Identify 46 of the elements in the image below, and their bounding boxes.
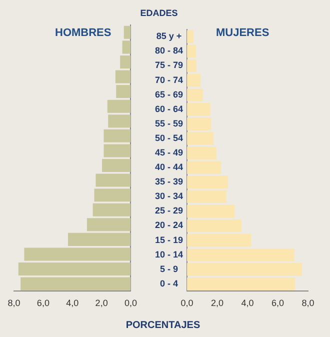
bar xyxy=(187,248,294,262)
bar xyxy=(187,59,196,72)
x-tick-label: 2,0 xyxy=(95,298,108,308)
bar xyxy=(187,234,252,247)
bar xyxy=(102,158,131,172)
bar xyxy=(187,74,201,87)
y-tick-label: 55 - 59 xyxy=(154,118,184,128)
y-tick-label: 10 - 14 xyxy=(154,249,184,260)
bar xyxy=(187,190,226,204)
bar xyxy=(187,88,203,102)
y-tick-label: 65 - 69 xyxy=(154,89,184,100)
chart-title: HOMBRES xyxy=(55,27,112,39)
x-tick-label: 6,0 xyxy=(271,298,284,308)
y-tick-label: 85 y + xyxy=(156,31,182,42)
x-tick-label: 4,0 xyxy=(66,298,79,308)
y-tick-label: 5 - 9 xyxy=(160,264,178,274)
bar xyxy=(187,44,196,58)
y-tick-label: 45 - 49 xyxy=(154,148,184,158)
x-tick-label: 0,0 xyxy=(124,298,137,308)
bar xyxy=(187,204,235,218)
x-tick-label: 8,0 xyxy=(302,298,314,308)
bar xyxy=(18,262,131,276)
y-tick-label: 30 - 34 xyxy=(154,191,184,202)
y-tick-label: 25 - 29 xyxy=(154,206,184,216)
y-tick-label: 80 - 84 xyxy=(154,46,184,56)
y-tick-label: 15 - 19 xyxy=(154,234,184,245)
x-tick-label: 2,0 xyxy=(210,298,224,308)
x-tick-label: 8,0 xyxy=(8,298,20,308)
x-tick-label: 4,0 xyxy=(241,298,254,308)
x-axis-title: PORCENTAJES xyxy=(126,320,200,331)
y-tick-label: 0 - 4 xyxy=(160,278,178,288)
y-tick-label: 20 - 24 xyxy=(154,220,184,230)
chart-title: MUJERES xyxy=(216,27,270,39)
bar xyxy=(187,219,242,232)
x-tick-label: 0,0 xyxy=(180,298,194,308)
y-tick-label: 40 - 44 xyxy=(154,162,184,172)
bar xyxy=(120,55,131,68)
y-tick-label: 70 - 74 xyxy=(154,74,184,85)
bar xyxy=(20,277,131,290)
y-tick-label: 75 - 79 xyxy=(154,60,184,70)
bar xyxy=(187,30,194,44)
y-tick-label: 35 - 39 xyxy=(154,176,184,187)
y-tick-label: 50 - 54 xyxy=(154,132,184,143)
y-tick-label: 60 - 64 xyxy=(154,104,184,114)
y-axis-title: EDADES xyxy=(140,8,178,18)
x-tick-label: 6,0 xyxy=(36,298,50,308)
